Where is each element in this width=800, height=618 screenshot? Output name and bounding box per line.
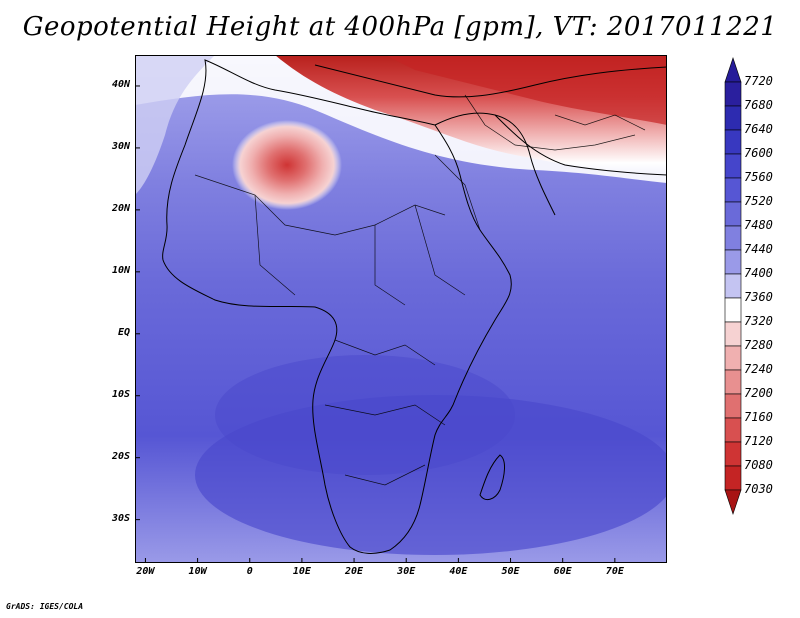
- high-height-core: [232, 120, 342, 210]
- colorbar-swatch: [724, 153, 742, 179]
- colorbar-label: 7160: [744, 410, 773, 424]
- map-frame: [135, 55, 667, 563]
- colorbar-top-arrow: [724, 57, 742, 83]
- lat-label: 30N: [111, 140, 130, 152]
- colorbar-swatch: [724, 393, 742, 419]
- lon-label: 20E: [345, 566, 364, 577]
- colorbar-swatch: [724, 417, 742, 443]
- colorbar-swatch: [724, 369, 742, 395]
- lat-label: 10S: [111, 388, 130, 400]
- lat-label: EQ: [117, 326, 130, 338]
- lon-label: 10W: [188, 566, 207, 577]
- colorbar-swatch: [724, 249, 742, 275]
- colorbar-label: 7520: [744, 194, 773, 208]
- colorbar-label: 7360: [744, 290, 773, 304]
- colorbar-swatch: [724, 441, 742, 467]
- colorbar-label: 7720: [744, 74, 773, 88]
- colorbar-bottom-arrow: [724, 489, 742, 515]
- lat-label: 40N: [111, 78, 130, 90]
- chart-title: Geopotential Height at 400hPa [gpm], VT:…: [22, 12, 778, 42]
- colorbar-label: 7280: [744, 338, 773, 352]
- footer-credit: GrADS: IGES/COLA: [6, 602, 84, 611]
- colorbar-label: 7320: [744, 314, 773, 328]
- colorbar-swatch: [724, 201, 742, 227]
- colorbar-label: 7120: [744, 434, 773, 448]
- colorbar-label: 7030: [744, 482, 773, 496]
- colorbar-swatch: [724, 465, 742, 491]
- borders: [194, 94, 646, 486]
- colorbar-svg: [724, 57, 742, 515]
- colorbar: [721, 56, 747, 560]
- map-panel: [135, 55, 667, 563]
- colorbar-swatch: [724, 297, 742, 323]
- lon-label: 10E: [292, 566, 311, 577]
- coastlines: [162, 59, 667, 554]
- colorbar-swatch: [724, 81, 742, 107]
- colorbar-label: 7600: [744, 146, 773, 160]
- colorbar-swatch: [724, 321, 742, 347]
- colorbar-swatch: [724, 273, 742, 299]
- colorbar-label: 7080: [744, 458, 773, 472]
- colorbar-label: 7560: [744, 170, 773, 184]
- colorbar-swatch: [724, 129, 742, 155]
- lon-label: 60E: [553, 566, 572, 577]
- map-svg: [135, 55, 667, 563]
- colorbar-swatch: [724, 345, 742, 371]
- colorbar-label: 7640: [744, 122, 773, 136]
- lon-label: 20W: [136, 566, 155, 577]
- colorbar-swatch: [724, 225, 742, 251]
- colorbar-swatch: [724, 105, 742, 131]
- colorbar-label: 7480: [744, 218, 773, 232]
- lon-label: 50E: [501, 566, 520, 577]
- lat-label: 20N: [111, 202, 130, 214]
- lon-label: 40E: [449, 566, 468, 577]
- colorbar-label: 7440: [744, 242, 773, 256]
- colorbar-swatch: [724, 177, 742, 203]
- lon-label: 30E: [397, 566, 416, 577]
- colorbar-label: 7400: [744, 266, 773, 280]
- lon-label: 0: [246, 566, 253, 577]
- colorbar-label: 7240: [744, 362, 773, 376]
- colorbar-label: 7200: [744, 386, 773, 400]
- lat-label: 10N: [111, 264, 130, 276]
- lon-label: 70E: [605, 566, 624, 577]
- lat-label: 20S: [111, 450, 130, 462]
- lat-label: 30S: [111, 512, 130, 524]
- axis-ticks: [135, 85, 616, 563]
- colorbar-label: 7680: [744, 98, 773, 112]
